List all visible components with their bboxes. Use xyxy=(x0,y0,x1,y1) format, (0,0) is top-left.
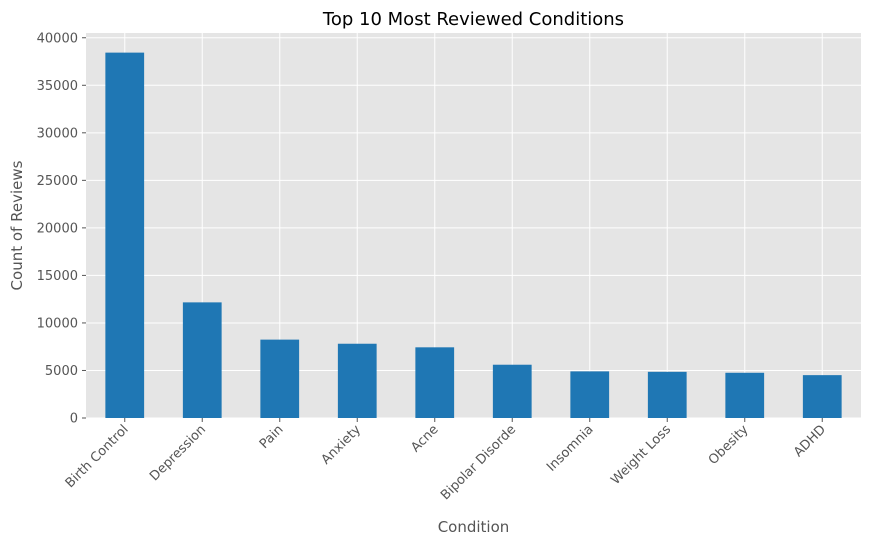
y-tick-label: 5000 xyxy=(45,364,78,379)
x-axis-ticks: Birth Control Depression Pain Anxiety AcneBi… xyxy=(63,418,829,503)
bar-adhd xyxy=(802,375,842,418)
x-tick-label: Pain xyxy=(257,422,287,452)
x-axis-label: Condition xyxy=(438,518,510,536)
x-tick-label: Bipolar Disorde xyxy=(438,422,519,503)
bar-pain xyxy=(260,339,300,418)
bars xyxy=(105,52,842,419)
bar-weight-loss xyxy=(647,371,687,418)
y-tick-label: 0 xyxy=(70,412,78,427)
y-tick-label: 25000 xyxy=(37,174,78,189)
bar-obesity xyxy=(725,372,765,418)
bar-insomnia xyxy=(570,371,610,418)
x-tick-label: Insomnia xyxy=(544,422,597,475)
chart-title: Top 10 Most Reviewed Conditions xyxy=(322,9,624,30)
y-tick-label: 15000 xyxy=(37,269,78,284)
y-tick-label: 40000 xyxy=(37,31,78,46)
bar-depression xyxy=(182,302,222,418)
x-tick-label: ADHD xyxy=(791,422,829,460)
y-axis-ticks: 0 5000 10000 15000 20000 25000 30000 35000 40000 xyxy=(37,31,86,427)
x-tick-label: Acne xyxy=(408,422,441,455)
y-tick-label: 30000 xyxy=(37,126,78,141)
bar-bipolar-disorde xyxy=(492,364,532,418)
x-tick-label: Weight Loss xyxy=(608,422,674,488)
y-tick-label: 20000 xyxy=(37,221,78,236)
x-tick-label: Depression xyxy=(147,422,209,484)
bar-anxiety xyxy=(337,343,377,418)
x-tick-label: Obesity xyxy=(706,422,752,468)
x-tick-label: Anxiety xyxy=(319,422,365,468)
y-axis-label: Count of Reviews xyxy=(8,160,26,290)
y-tick-label: 35000 xyxy=(37,79,78,94)
x-tick-label: Birth Control xyxy=(63,422,132,491)
y-tick-label: 10000 xyxy=(37,316,78,331)
bar-birth-control xyxy=(105,52,145,419)
bar-acne xyxy=(415,347,455,418)
